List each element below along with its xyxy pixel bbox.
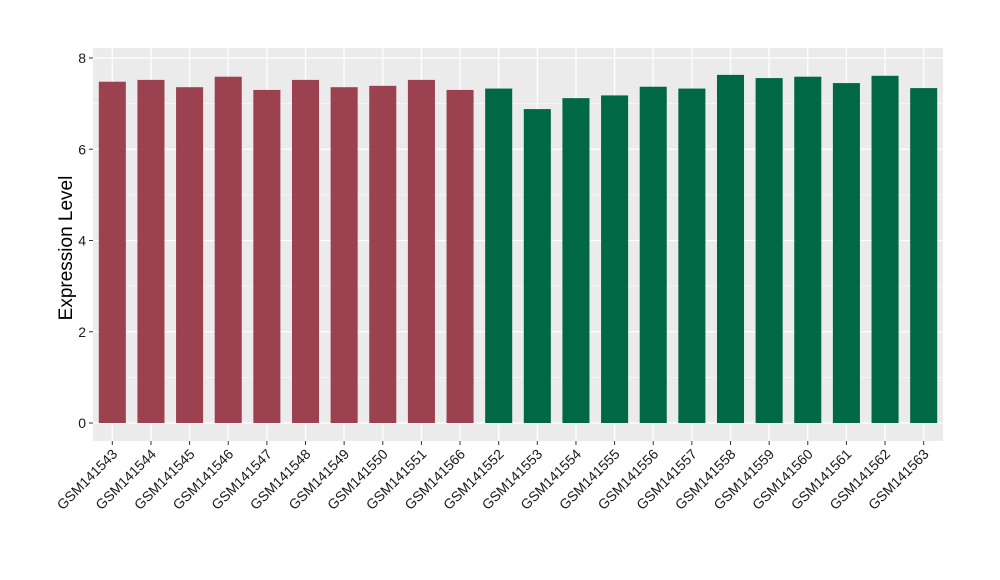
bar-GSM141559	[755, 78, 783, 423]
bar-GSM141547	[253, 89, 281, 423]
bar-GSM141566	[446, 89, 474, 423]
bar-GSM141555	[601, 95, 629, 423]
bar-GSM141558	[716, 74, 745, 423]
bars	[98, 74, 938, 424]
bar-GSM141552	[485, 88, 513, 423]
bar-GSM141563	[910, 88, 938, 424]
y-axis-title: Expression Level	[56, 176, 77, 321]
bar-GSM141553	[523, 109, 551, 423]
bar-GSM141550	[369, 85, 397, 424]
bar-GSM141551	[407, 79, 435, 424]
bar-GSM141545	[176, 87, 204, 423]
y-tick-label: 0	[78, 415, 86, 431]
bar-GSM141560	[794, 76, 822, 424]
y-tick-label: 6	[78, 141, 86, 157]
bar-GSM141549	[330, 87, 358, 423]
x-axis: GSM141543GSM141544GSM141545GSM141546GSM1…	[54, 441, 932, 513]
bar-GSM141543	[98, 81, 126, 423]
bar-GSM141561	[832, 83, 860, 423]
bar-GSM141556	[639, 86, 667, 424]
y-axis: 0 2 4 6 8	[78, 50, 93, 431]
y-tick-label: 4	[78, 233, 86, 249]
bar-GSM141562	[871, 75, 899, 423]
bar-GSM141554	[562, 98, 590, 424]
bar-GSM141544	[137, 79, 165, 424]
y-tick-label: 8	[78, 50, 86, 66]
y-tick-label: 2	[78, 324, 86, 340]
bar-GSM141557	[678, 88, 706, 423]
bar-GSM141548	[291, 79, 320, 424]
bar-GSM141546	[214, 76, 242, 424]
